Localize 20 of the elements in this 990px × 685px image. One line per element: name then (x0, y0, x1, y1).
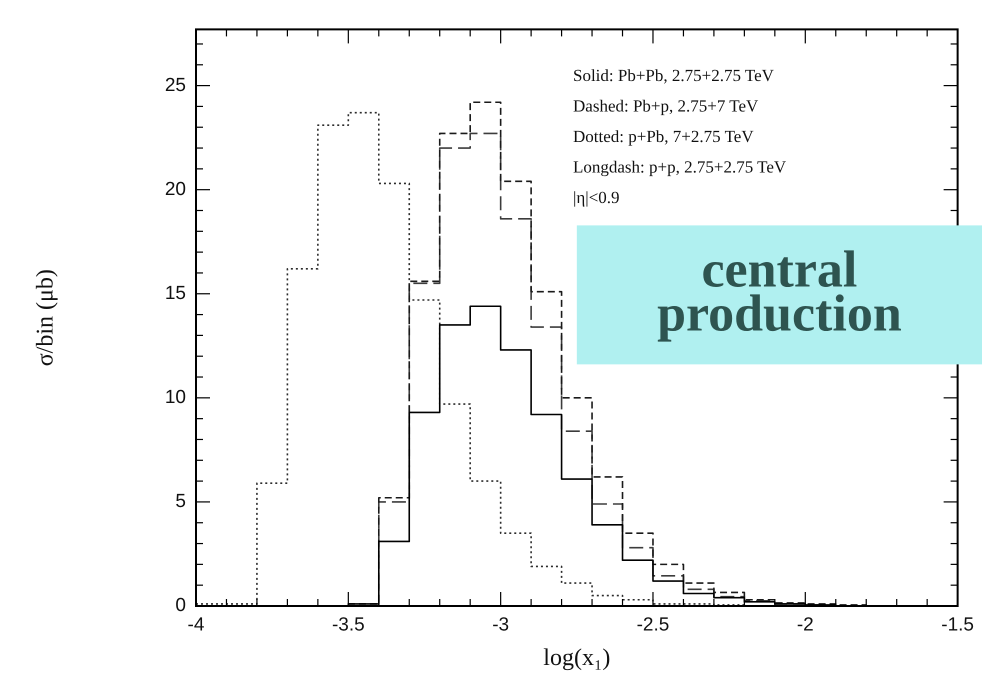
y-axis-title: σ/bin (μb) (32, 269, 59, 366)
annotation: Dotted: p+Pb, 7+2.75 TeV (573, 126, 754, 146)
y-tick-label: 10 (164, 387, 186, 408)
x-tick-label: -1.5 (941, 614, 974, 636)
x-tick-label: -2.5 (636, 614, 670, 636)
annotation: Solid: Pb+Pb, 2.75+2.75 TeV (573, 66, 775, 85)
y-tick-label: 20 (164, 178, 186, 200)
annotation: central production (657, 241, 902, 342)
x-axis-title: log(x₁) (543, 644, 610, 671)
annotation: Dashed: Pb+p, 2.75+7 TeV (573, 96, 760, 116)
y-tick-label: 0 (175, 595, 186, 616)
x-tick-label: -2 (796, 614, 814, 636)
y-tick-label: 5 (175, 491, 186, 512)
annotation: Longdash: p+p, 2.75+2.75 TeV (573, 157, 787, 176)
x-tick-label: -3 (492, 614, 510, 636)
annotation: |η|<0.9 (573, 188, 620, 207)
y-tick-label: 15 (164, 282, 186, 304)
x-tick-label: -3.5 (332, 614, 365, 636)
x-tick-label: -4 (188, 614, 205, 636)
y-tick-label: 25 (164, 74, 186, 96)
